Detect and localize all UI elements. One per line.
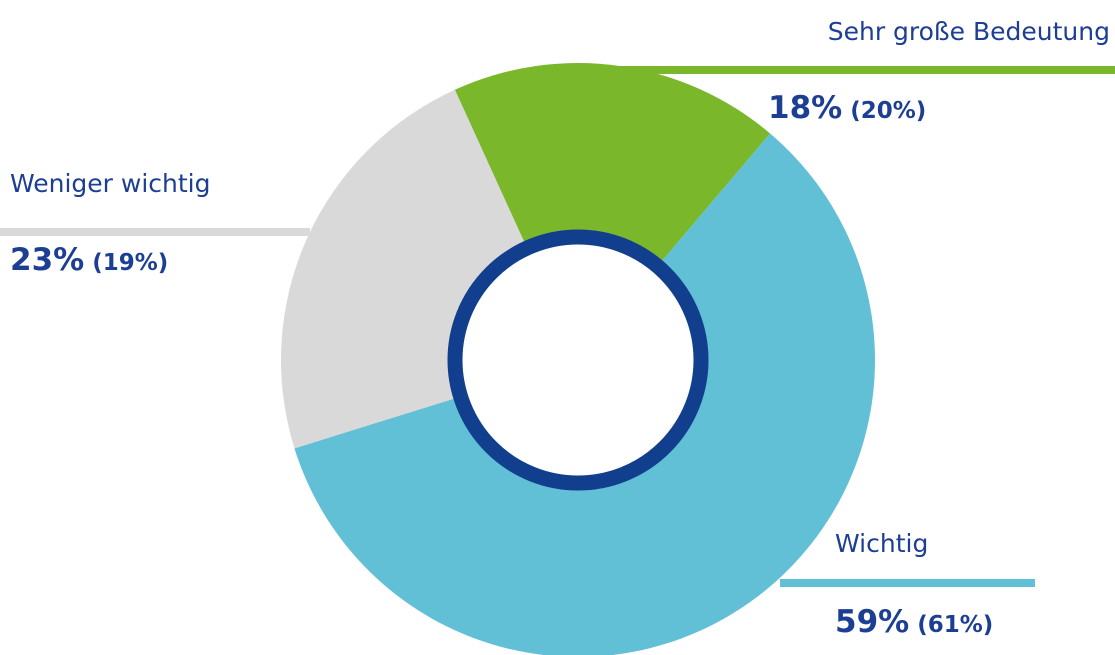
leader-lines <box>0 66 1115 587</box>
value-label: 59% (61%) <box>835 604 993 640</box>
labels: Sehr große Bedeutung 18% (20%) Wichtig 59% (6… <box>10 17 1110 640</box>
category-label: Sehr große Bedeutung <box>828 17 1110 46</box>
value-label: 23% (19%) <box>10 242 168 278</box>
value: 18% <box>768 90 842 126</box>
category-label: Weniger wichtig <box>10 169 211 198</box>
category-label: Wichtig <box>835 529 928 558</box>
value: 59% <box>835 604 909 640</box>
slice <box>454 62 771 360</box>
previous-value: (61%) <box>917 612 993 638</box>
previous-value: (20%) <box>850 98 926 124</box>
value-label: 18% (20%) <box>768 90 926 126</box>
value: 23% <box>10 242 84 278</box>
donut-hole <box>447 229 709 491</box>
previous-value: (19%) <box>92 250 168 276</box>
